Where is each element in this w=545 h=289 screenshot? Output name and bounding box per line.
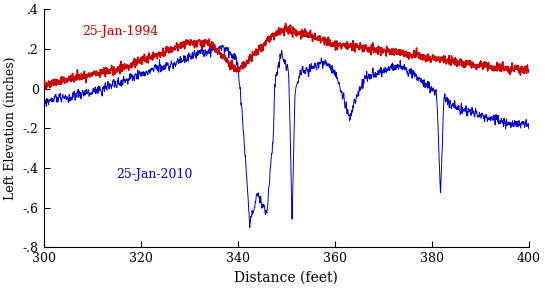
Text: 25-Jan-1994: 25-Jan-1994 bbox=[82, 25, 159, 38]
X-axis label: Distance (feet): Distance (feet) bbox=[234, 271, 338, 285]
Y-axis label: Left Elevation (inches): Left Elevation (inches) bbox=[4, 57, 17, 200]
Text: 25-Jan-2010: 25-Jan-2010 bbox=[117, 168, 193, 181]
